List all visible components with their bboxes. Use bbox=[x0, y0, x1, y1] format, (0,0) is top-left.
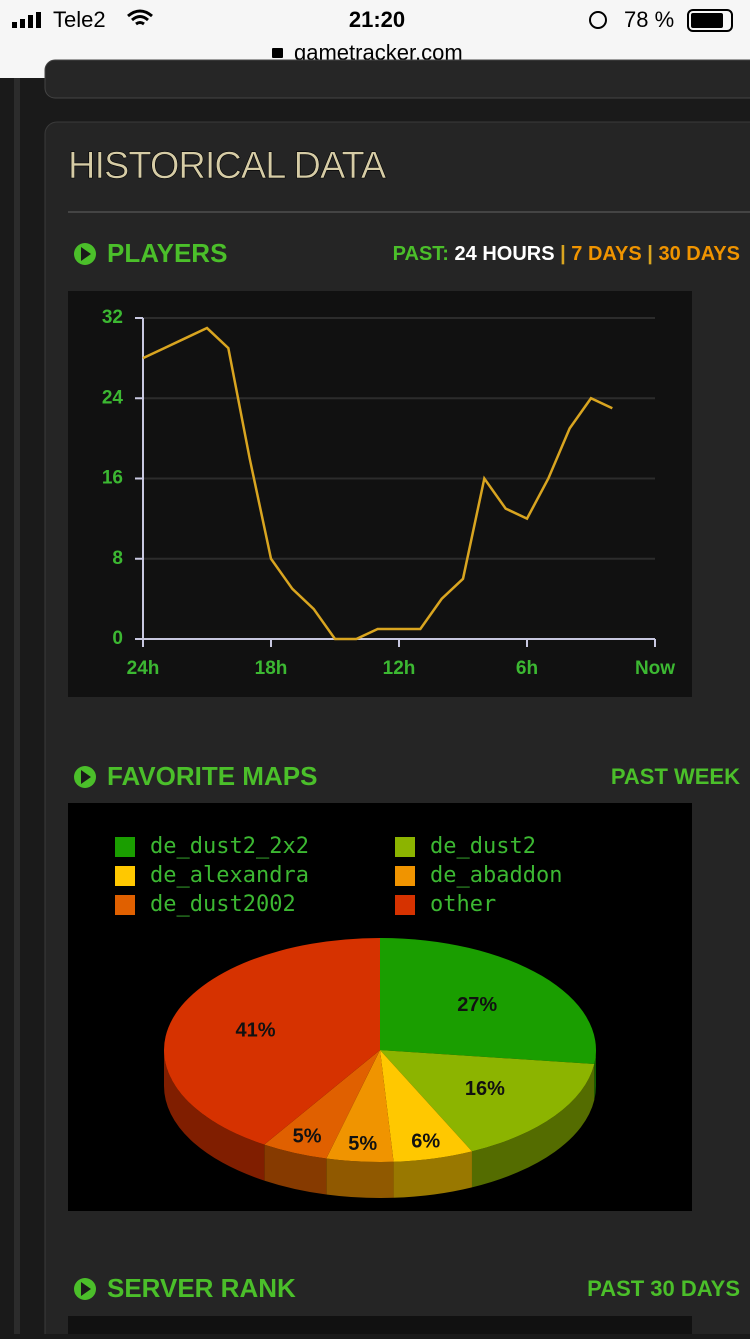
clock: 21:20 bbox=[349, 7, 405, 32]
legend-swatch bbox=[395, 837, 415, 857]
y-tick-label: 0 bbox=[112, 628, 123, 649]
player-line bbox=[142, 326, 613, 641]
padlock-icon bbox=[272, 48, 283, 58]
battery-level bbox=[691, 13, 723, 28]
players-title: PLAYERS bbox=[107, 238, 227, 268]
legend-swatch bbox=[115, 866, 135, 886]
pie-side bbox=[594, 1050, 596, 1101]
battery-icon bbox=[687, 9, 733, 32]
previous-panel bbox=[44, 59, 750, 99]
slice-label: 5% bbox=[293, 1126, 322, 1148]
y-tick-label: 32 bbox=[102, 307, 123, 328]
legend-swatch bbox=[115, 837, 135, 857]
carrier: Tele2 bbox=[53, 7, 106, 32]
legend-label: other bbox=[430, 892, 496, 917]
x-tick-label: Now bbox=[635, 658, 675, 679]
x-tick-label: 18h bbox=[255, 658, 288, 679]
rank-title: SERVER RANK bbox=[107, 1273, 296, 1303]
battery-percent: 78 % bbox=[624, 7, 674, 32]
slice-label: 6% bbox=[411, 1130, 440, 1152]
lock-rotation-icon bbox=[589, 11, 607, 29]
pie-side bbox=[326, 1158, 394, 1198]
pie-side bbox=[471, 1064, 595, 1188]
signal-icon bbox=[12, 12, 41, 28]
pie-side bbox=[164, 1050, 265, 1181]
pie-slice bbox=[380, 1050, 472, 1162]
play-icon bbox=[74, 1278, 96, 1300]
range-selector: PAST: 24 HOURS | 7 DAYS | 30 DAYS bbox=[393, 243, 740, 265]
pie-slice bbox=[326, 1050, 394, 1162]
pie-slice bbox=[380, 938, 596, 1065]
legend-swatch bbox=[395, 866, 415, 886]
y-tick-label: 24 bbox=[102, 387, 124, 408]
play-icon bbox=[74, 243, 96, 265]
x-tick-label: 6h bbox=[516, 658, 538, 679]
range-separator: | bbox=[647, 243, 653, 265]
pie-side bbox=[393, 1151, 472, 1198]
slice-label: 16% bbox=[465, 1078, 505, 1100]
y-tick-label: 16 bbox=[102, 468, 123, 489]
pie-slice bbox=[380, 1050, 595, 1152]
side-rail bbox=[14, 78, 20, 1334]
rank-range: PAST 30 DAYS bbox=[587, 1276, 740, 1301]
x-tick-label: 24h bbox=[127, 658, 160, 679]
range-option[interactable]: 24 HOURS bbox=[455, 243, 555, 265]
range-separator: | bbox=[560, 243, 566, 265]
pie-slice bbox=[164, 938, 380, 1145]
play-icon bbox=[74, 766, 96, 788]
rank-chart-panel bbox=[68, 1316, 692, 1334]
pie-side bbox=[264, 1144, 327, 1195]
slice-label: 27% bbox=[457, 994, 497, 1016]
slice-label: 5% bbox=[348, 1133, 377, 1155]
pie-slice bbox=[264, 1050, 380, 1159]
legend-label: de_dust2 bbox=[430, 834, 536, 859]
slice-label: 41% bbox=[236, 1020, 276, 1042]
legend-swatch bbox=[115, 895, 135, 915]
line-chart-panel bbox=[68, 291, 692, 697]
legend-label: de_dust2_2x2 bbox=[150, 834, 309, 859]
legend-label: de_abaddon bbox=[430, 863, 562, 888]
range-option[interactable]: 7 DAYS bbox=[571, 243, 641, 265]
legend-label: de_alexandra bbox=[150, 863, 309, 888]
wifi-icon bbox=[127, 9, 153, 26]
range-label: PAST: bbox=[393, 243, 449, 265]
x-tick-label: 12h bbox=[383, 658, 416, 679]
range-option[interactable]: 30 DAYS bbox=[658, 243, 740, 265]
legend-swatch bbox=[395, 895, 415, 915]
y-tick-label: 8 bbox=[112, 548, 123, 569]
maps-title: FAVORITE MAPS bbox=[107, 761, 317, 791]
maps-range: PAST WEEK bbox=[611, 764, 740, 789]
legend-label: de_dust2002 bbox=[150, 892, 296, 917]
section-title: HISTORICAL DATA bbox=[68, 145, 387, 187]
